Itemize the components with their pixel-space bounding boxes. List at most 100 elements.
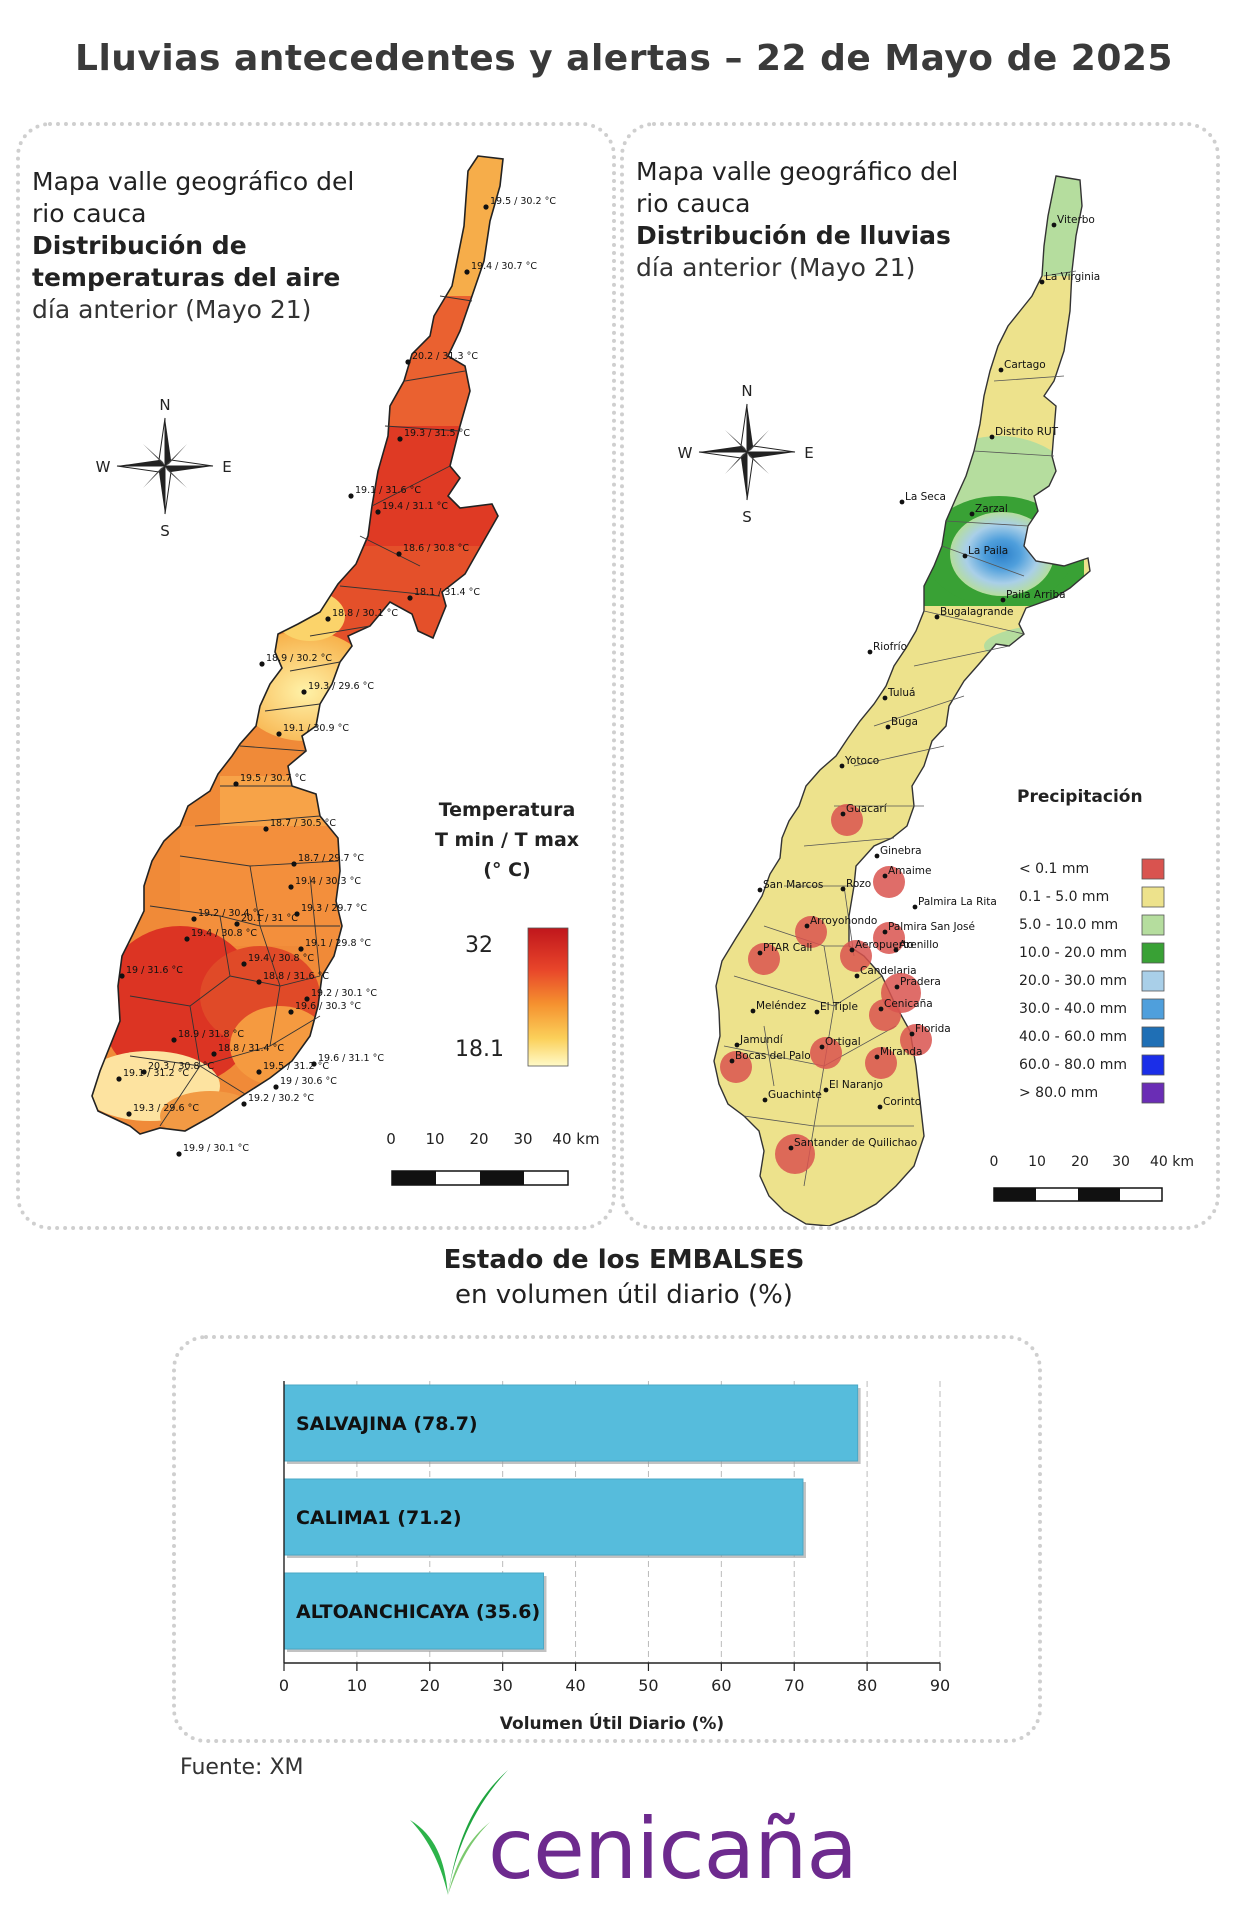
- reservoir-bar-chart: SALVAJINA (78.7) CALIMA1 (71.2) ALTOANCHIC…: [279, 1381, 950, 1734]
- legend-swatch: [1141, 1026, 1165, 1048]
- legend-swatch: [1141, 970, 1165, 992]
- rain-station-label: Bugalagrande: [940, 606, 1014, 618]
- rainfall-map-regions: [714, 176, 1090, 1226]
- rain-station-zero-marker: [865, 1047, 897, 1079]
- rain-station-dot: [750, 1008, 756, 1014]
- rain-station-label: La Seca: [905, 491, 946, 503]
- rain-station-label: Cenicaña: [884, 998, 933, 1010]
- rain-station-dot: [882, 929, 888, 935]
- temp-station-label: 19.4 / 30.8 °C: [248, 953, 314, 964]
- reservoir-bar: [283, 1384, 859, 1462]
- temp-station-dot: [171, 1037, 177, 1043]
- temp-station-label: 18.7 / 30.5 °C: [270, 818, 336, 829]
- temp-station-dot: [375, 509, 381, 515]
- legend-color-ramp: [527, 927, 569, 1067]
- legend-item-label: 5.0 - 10.0 mm: [1019, 917, 1118, 933]
- temp-station-dot: [311, 1061, 317, 1067]
- legend-title: Precipitación: [1017, 787, 1143, 807]
- page-title: Lluvias antecedentes y alertas – 22 de M…: [75, 38, 1173, 79]
- rain-station-label: Rozo: [846, 878, 871, 890]
- scale-label: 20: [469, 1130, 488, 1148]
- temp-station-label: 20.3 / 30.8 °C: [148, 1061, 214, 1072]
- compass-e: E: [222, 458, 231, 476]
- temp-station-label: 19.1 / 31.2 °C: [123, 1068, 189, 1079]
- legend-swatch: [1141, 942, 1165, 964]
- temp-station-label: 19.4 / 31.1 °C: [382, 501, 448, 512]
- rain-station-dot: [882, 695, 888, 701]
- temp-station-label: 19.1 / 31.6 °C: [355, 485, 421, 496]
- rain-station-dot: [899, 499, 905, 505]
- rain-station-dot: [757, 950, 763, 956]
- rain-station-dot: [934, 614, 940, 620]
- temp-station-dot: [407, 595, 413, 601]
- x-tick-label: 0: [279, 1676, 289, 1695]
- chart-bars: SALVAJINA (78.7) CALIMA1 (71.2) ALTOANCHIC…: [283, 1384, 861, 1652]
- temp-station-dot: [276, 731, 282, 737]
- temp-station-dot: [291, 861, 297, 867]
- rain-station-dot: [1039, 279, 1045, 285]
- legend-title-line: T min / T max: [435, 829, 579, 851]
- rain-station-zero-marker: [869, 999, 901, 1031]
- scale-bar: 0 10 20 30 40 km: [990, 1154, 1194, 1202]
- reservoir-bar: [283, 1572, 544, 1650]
- rain-station-label: Tuluá: [887, 687, 915, 699]
- rainfall-map-polygon-lines: [723, 270, 1077, 1187]
- rain-station-label: Florida: [915, 1023, 951, 1035]
- rain-station-dot: [909, 1031, 915, 1037]
- scale-label: 0: [386, 1130, 396, 1148]
- rain-station-label: Jamundí: [739, 1034, 784, 1046]
- temp-station-dot: [304, 996, 310, 1002]
- legend-title-line: Temperatura: [439, 799, 576, 821]
- rainfall-map-panel: Mapa valle geográfico del rio cauca Dist…: [620, 122, 1220, 1230]
- legend-swatch: [1141, 1082, 1165, 1104]
- rain-station-dot: [877, 1104, 883, 1110]
- x-tick-label: 10: [347, 1676, 367, 1695]
- compass-w: W: [678, 444, 693, 462]
- legend-title-line: (° C): [483, 859, 530, 881]
- source-note: Fuente: XM: [180, 1755, 304, 1780]
- rain-station-dot: [840, 886, 846, 892]
- temp-station-dot: [191, 916, 197, 922]
- reservoir-bar: [283, 1478, 804, 1556]
- compass-n: N: [741, 382, 752, 400]
- temp-station-label: 20.1 / 31 °C: [241, 913, 298, 924]
- rain-station-dot: [874, 853, 880, 859]
- temp-station-dot: [259, 661, 265, 667]
- rain-station-zero-marker: [840, 940, 872, 972]
- scale-bar: 0 10 20 30 40 km: [386, 1130, 600, 1186]
- compass-rose-icon: N S E W: [96, 396, 232, 540]
- temp-station-dot: [298, 946, 304, 952]
- rain-station-dot: [874, 1054, 880, 1060]
- reservoirs-subtitle: en volumen útil diario (%): [455, 1280, 793, 1310]
- rain-station-label: Aeropuerto: [855, 939, 914, 951]
- rain-station-dot: [854, 973, 860, 979]
- temp-station-label: 19.6 / 31.1 °C: [318, 1053, 384, 1064]
- rainfall-map-subtitle: día anterior (Mayo 21): [636, 253, 916, 282]
- temp-station-dot: [241, 1101, 247, 1107]
- title-line: Mapa valle geográfico del: [636, 157, 959, 186]
- compass-e: E: [804, 444, 813, 462]
- title-line: Mapa valle geográfico del: [32, 167, 355, 196]
- rain-station-label: Zarzal: [975, 503, 1008, 515]
- temp-station-dot: [396, 551, 402, 557]
- temp-station-dot: [273, 1084, 279, 1090]
- temp-station-dot: [256, 979, 262, 985]
- x-tick-label: 30: [492, 1676, 512, 1695]
- temperature-map-title: Mapa valle geográfico del rio cauca Dist…: [32, 166, 354, 326]
- rain-station-label: Paila Arriba: [1006, 589, 1066, 601]
- chart-x-axis-label: Volumen Útil Diario (%): [500, 1712, 724, 1734]
- rain-station-dot: [729, 1058, 735, 1064]
- rain-station-dot: [804, 923, 810, 929]
- scale-label: 30: [513, 1130, 532, 1148]
- legend-item-label: 10.0 - 20.0 mm: [1019, 945, 1127, 961]
- temp-station-dot: [483, 204, 489, 210]
- temp-station-label: 19.9 / 30.1 °C: [183, 1143, 249, 1154]
- rain-station-label: Ortigal: [825, 1036, 861, 1048]
- scale-label: 30: [1112, 1154, 1130, 1170]
- title-line: rio cauca: [32, 199, 147, 228]
- rain-station-label: La Paila: [968, 545, 1008, 557]
- rain-station-zero-marker: [900, 1024, 932, 1056]
- scale-label: 0: [990, 1154, 999, 1170]
- legend-swatch: [1141, 914, 1165, 936]
- rain-station-label: Santander de Quilichao: [794, 1137, 917, 1149]
